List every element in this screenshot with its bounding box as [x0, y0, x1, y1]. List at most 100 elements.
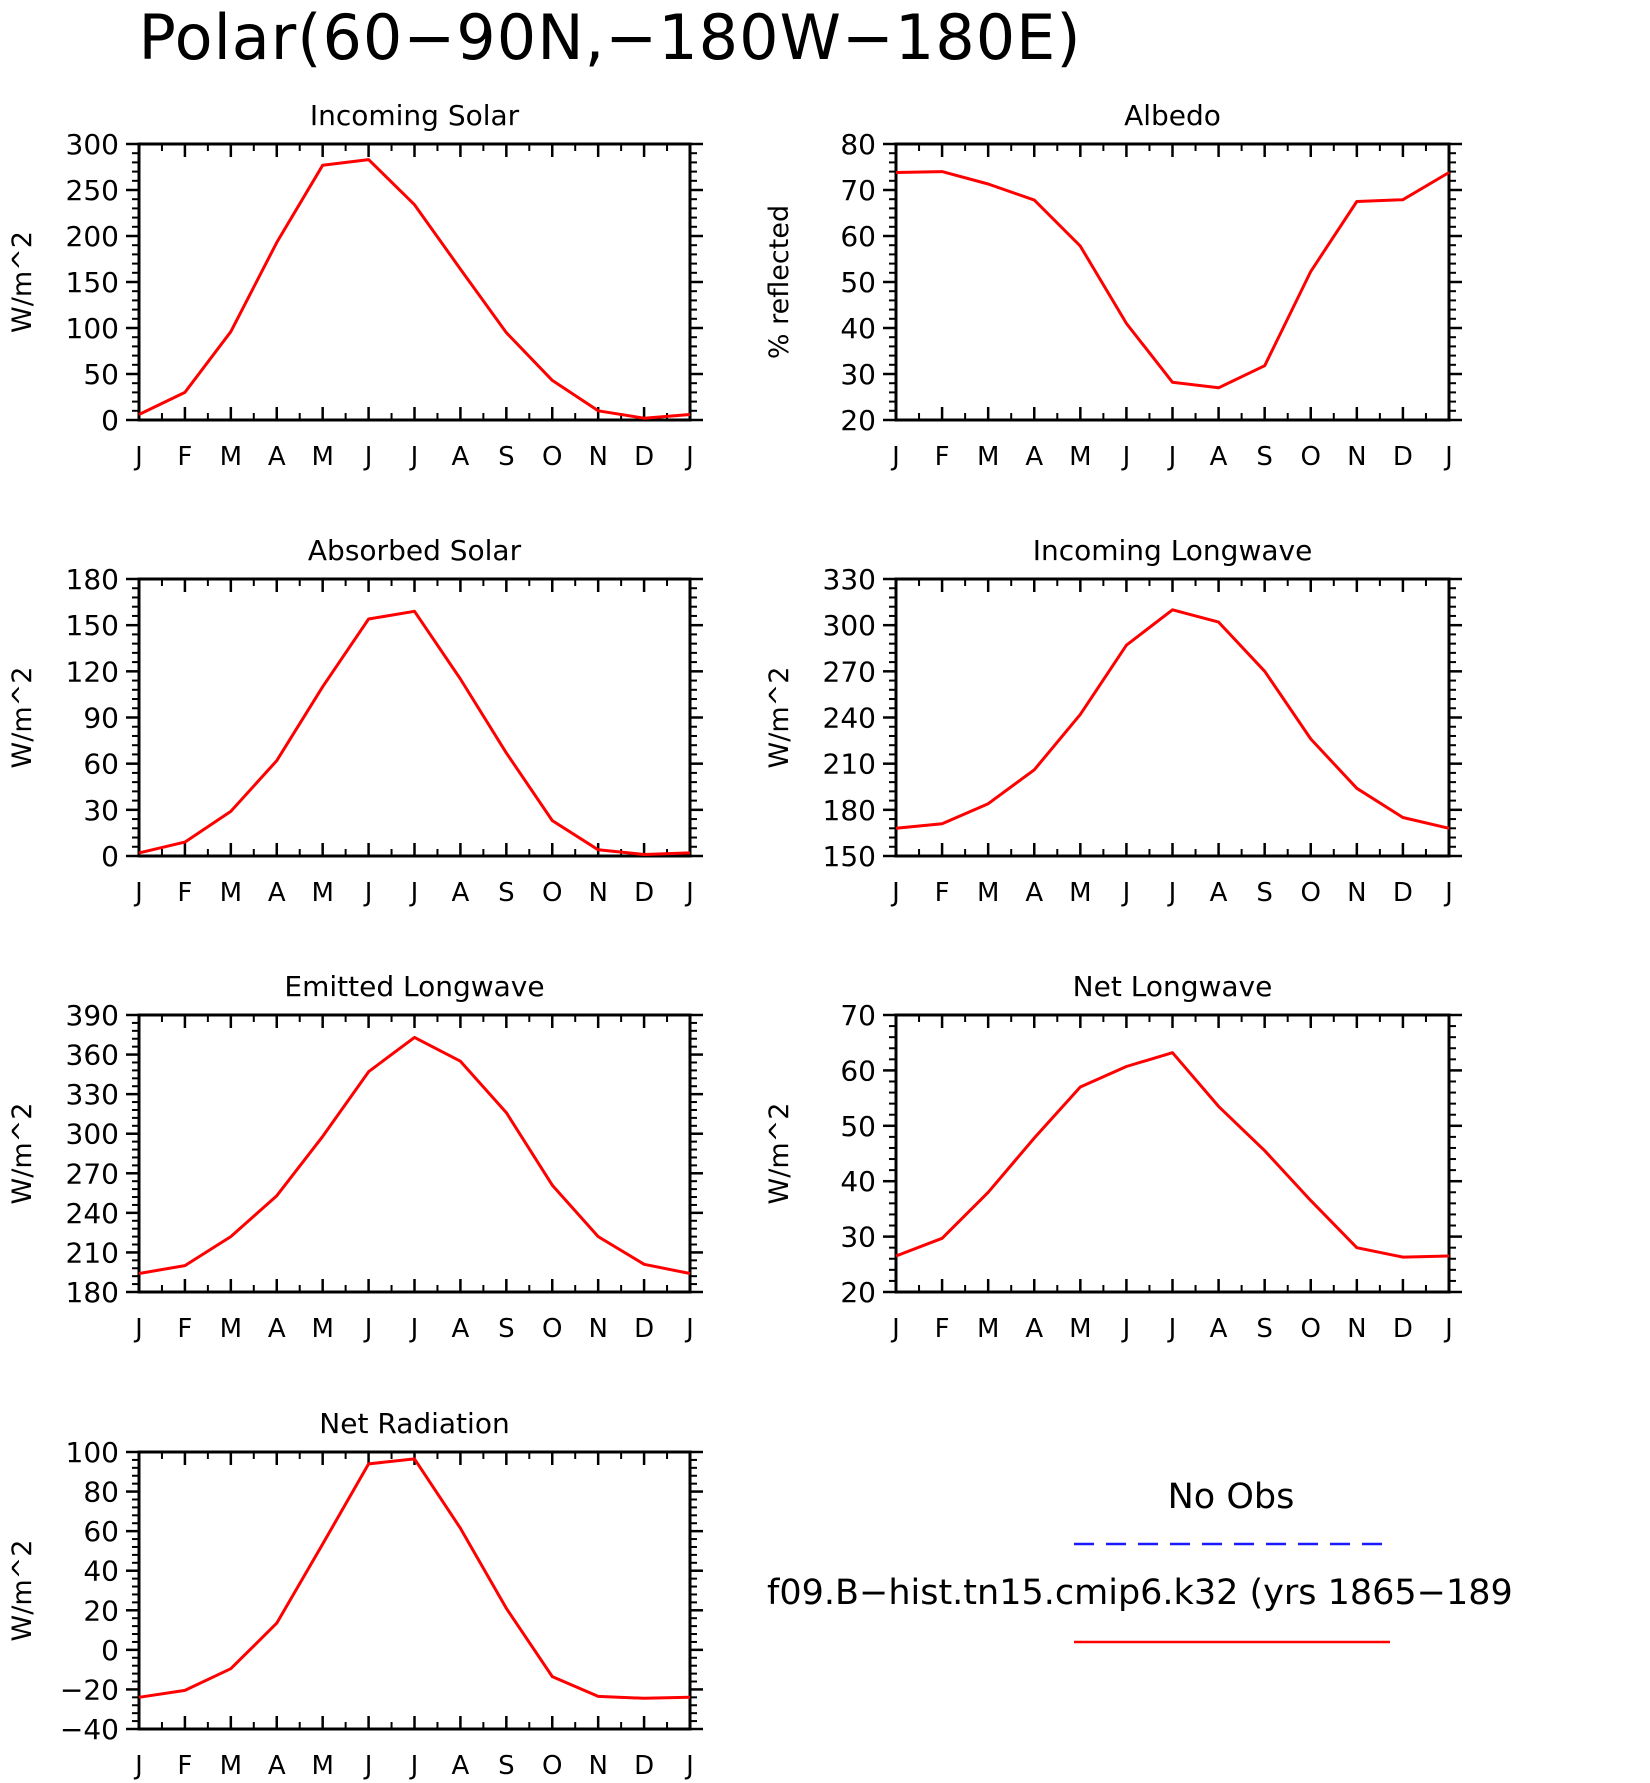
x-tick-label: J — [1121, 442, 1131, 472]
x-tick-label: A — [1025, 442, 1043, 472]
plot-frame — [894, 142, 1451, 422]
x-tick-label: J — [363, 442, 373, 472]
x-tick-label: J — [409, 878, 419, 908]
x-tick-label: S — [498, 878, 515, 908]
x-tick-label: J — [363, 1314, 373, 1344]
x-tick-label: M — [311, 1751, 333, 1781]
y-tick-label: 80 — [840, 128, 876, 161]
x-tick-label: J — [1443, 442, 1453, 472]
x-tick-label: J — [890, 442, 900, 472]
y-tick-label: 250 — [66, 174, 119, 207]
legend-obs-label: No Obs — [1168, 1477, 1295, 1517]
model-series-line — [895, 1051, 1450, 1259]
y-tick-label: 210 — [823, 748, 876, 781]
x-tick-label: O — [542, 1314, 562, 1344]
x-tick-label: A — [452, 442, 470, 472]
x-tick-label: J — [133, 442, 143, 472]
x-tick-label: D — [1393, 1314, 1413, 1344]
x-tick-label: M — [1069, 878, 1091, 908]
x-tick-label: J — [684, 1751, 694, 1781]
plot-title: Incoming Longwave — [1033, 534, 1313, 567]
x-tick-label: M — [311, 1314, 333, 1344]
x-tick-label: J — [1121, 1314, 1131, 1344]
y-tick-label: 30 — [83, 794, 119, 827]
y-tick-label: 300 — [66, 128, 119, 161]
x-tick-label: A — [1025, 878, 1043, 908]
x-tick-label: F — [177, 1751, 192, 1781]
y-tick-label: 210 — [66, 1236, 119, 1269]
y-axis-label: W/m^2 — [764, 667, 795, 769]
x-tick-label: N — [1347, 878, 1366, 908]
x-tick-label: S — [498, 442, 515, 472]
y-tick-label: 360 — [66, 1039, 119, 1072]
x-tick-label: J — [1443, 878, 1453, 908]
y-axis-label: W/m^2 — [7, 667, 38, 769]
y-tick-label: 180 — [66, 1276, 119, 1309]
x-tick-label: N — [1347, 1314, 1366, 1344]
y-tick-label: 20 — [840, 404, 876, 437]
x-tick-label: O — [1301, 878, 1321, 908]
y-tick-label: 180 — [66, 563, 119, 596]
x-tick-label: S — [1256, 442, 1273, 472]
y-tick-label: 0 — [101, 1634, 119, 1667]
y-tick-label: 20 — [83, 1594, 119, 1627]
plot-frame — [137, 1450, 692, 1731]
model-series-line — [138, 1457, 691, 1700]
x-tick-label: J — [133, 1314, 143, 1344]
x-tick-label: M — [311, 442, 333, 472]
x-tick-label: J — [363, 878, 373, 908]
y-tick-label: 80 — [83, 1476, 119, 1509]
y-tick-label: 50 — [83, 358, 119, 391]
x-tick-label: F — [935, 878, 950, 908]
plot-frame — [137, 142, 692, 422]
y-tick-label: 0 — [101, 404, 119, 437]
plot-title: Incoming Solar — [310, 99, 520, 132]
x-tick-label: M — [220, 442, 242, 472]
x-tick-label: N — [588, 1314, 607, 1344]
x-tick-label: F — [177, 1314, 192, 1344]
legend: No Obs f09.B−hist.tn15.cmip6.k32 (yrs 18… — [767, 1477, 1513, 1644]
y-axis-label: W/m^2 — [7, 231, 38, 333]
x-tick-label: A — [452, 1751, 470, 1781]
model-series-line — [138, 1035, 691, 1275]
x-tick-label: S — [1256, 878, 1273, 908]
plot-title: Net Radiation — [319, 1407, 509, 1440]
plot-frame — [894, 577, 1451, 858]
chart-panel-1: J F M A M J J A S O N D J050100150200250300Incoming … — [7, 99, 703, 472]
y-tick-label: −40 — [60, 1713, 119, 1746]
x-tick-label: N — [1347, 442, 1366, 472]
y-tick-label: 150 — [66, 609, 119, 642]
y-tick-label: 200 — [66, 220, 119, 253]
x-tick-label: O — [1301, 442, 1321, 472]
x-tick-label: N — [588, 442, 607, 472]
x-tick-label: A — [268, 878, 286, 908]
y-tick-label: 300 — [66, 1118, 119, 1151]
x-tick-label: J — [684, 442, 694, 472]
model-series-line — [138, 158, 691, 420]
x-tick-label: A — [268, 442, 286, 472]
x-tick-label: M — [977, 442, 999, 472]
legend-model-label: f09.B−hist.tn15.cmip6.k32 (yrs 1865−189 — [767, 1573, 1513, 1613]
x-tick-label: S — [1256, 1314, 1273, 1344]
x-tick-label: D — [634, 878, 654, 908]
x-tick-label: F — [177, 878, 192, 908]
x-tick-label: O — [542, 442, 562, 472]
x-tick-label: A — [268, 1751, 286, 1781]
y-tick-label: 330 — [66, 1078, 119, 1111]
y-tick-label: 270 — [823, 655, 876, 688]
x-tick-label: J — [133, 878, 143, 908]
y-tick-label: 20 — [840, 1276, 876, 1309]
x-tick-label: M — [1069, 1314, 1091, 1344]
figure-title: Polar(60−90N,−180W−180E) — [138, 1, 1082, 74]
y-tick-label: 240 — [66, 1197, 119, 1230]
plot-frame — [137, 1013, 692, 1294]
x-tick-label: M — [977, 1314, 999, 1344]
x-tick-label: J — [1167, 1314, 1177, 1344]
x-tick-label: J — [409, 442, 419, 472]
x-tick-label: D — [634, 1751, 654, 1781]
x-tick-label: M — [220, 1751, 242, 1781]
x-tick-label: M — [977, 878, 999, 908]
